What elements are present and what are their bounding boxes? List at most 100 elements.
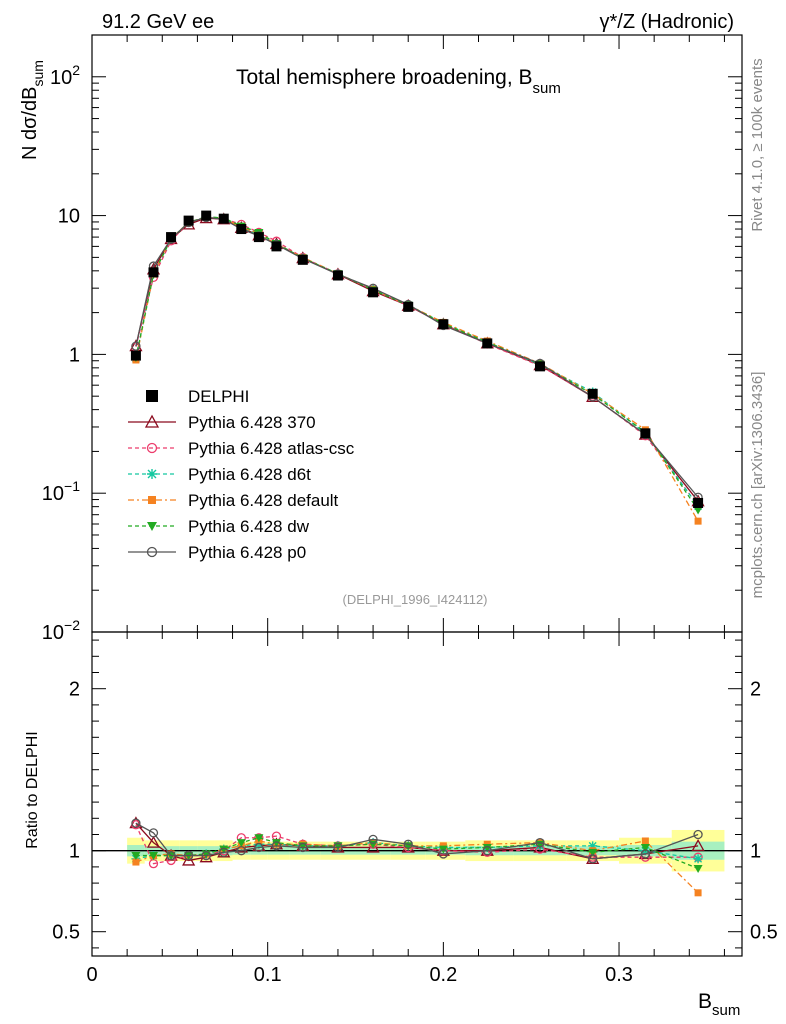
data-point (218, 213, 229, 224)
data-point (236, 224, 247, 235)
data-point (587, 388, 598, 399)
series-line (135, 217, 699, 502)
ratio-point (236, 846, 246, 856)
ratio-point (271, 841, 282, 851)
ratio-point (236, 839, 246, 848)
x-axis-label-main: B (698, 990, 712, 1013)
ratio-point (183, 850, 194, 861)
ratio-point (535, 837, 545, 848)
ratio-point (693, 854, 703, 864)
ratio-point (182, 853, 196, 866)
y-tick-label: 10−2 (42, 617, 80, 644)
ratio-point (533, 840, 547, 853)
legend-label: Pythia 6.428 dw (188, 517, 310, 536)
data-point (253, 232, 264, 243)
legend-marker (147, 522, 157, 531)
ratio-point (482, 846, 492, 856)
ratio-point (219, 845, 229, 854)
y-tick-label: 102 (50, 62, 80, 89)
ratio-point (148, 828, 159, 838)
legend-marker (147, 469, 157, 479)
legend-label: Pythia 6.428 370 (188, 413, 316, 432)
y-tick-label-exp: −1 (64, 478, 80, 494)
chart-title: Total hemisphere broadening, Bsum (236, 66, 561, 97)
header-right: γ*/Z (Hadronic) (600, 11, 734, 33)
ratio-plot-frame (91, 631, 743, 957)
x-tick-label: 0.2 (429, 964, 457, 986)
data-point (640, 428, 651, 439)
series-line (135, 216, 699, 506)
ratio-point (131, 818, 141, 828)
ratio-point (694, 889, 702, 897)
ratio-point (131, 852, 141, 861)
legend-marker (146, 442, 158, 454)
ratio-point (254, 834, 264, 843)
ratio-point (298, 842, 308, 853)
x-axis-label-sub: sum (712, 1002, 740, 1019)
ratio-point (640, 843, 650, 852)
ratio-point (148, 852, 158, 861)
ratio-tick-label-right: 0.5 (750, 922, 778, 944)
data-point (148, 267, 159, 278)
ratio-point (333, 842, 343, 853)
series-point (131, 341, 141, 351)
ratio-point (254, 842, 264, 853)
x-tick-label: 0 (86, 964, 97, 986)
y-tick-label-base: 10 (50, 67, 72, 89)
series-point (693, 506, 703, 515)
ratio-point (588, 848, 598, 857)
y-tick-label: 10−1 (42, 478, 80, 505)
ratio-point (368, 834, 378, 845)
y-tick-label-base: 10 (42, 622, 64, 644)
ratio-point (588, 841, 598, 851)
legend: DELPHI Pythia 6.428 370 Pythia 6.428 atlas… (128, 387, 355, 562)
data-point (482, 338, 493, 349)
y-tick-label-base: 10 (42, 483, 64, 505)
ratio-point (691, 838, 705, 851)
data-point (201, 210, 212, 221)
data-point (403, 301, 414, 312)
data-point (368, 287, 379, 298)
ratio-tick-label-right: 2 (750, 679, 761, 701)
data-point (332, 270, 343, 281)
ratio-point (693, 829, 703, 840)
ratio-tick-label-right: 1 (750, 841, 761, 863)
ratio-point (132, 858, 140, 866)
y-tick-label: 1 (69, 344, 80, 366)
legend-marker-data (146, 390, 158, 402)
ratio-point (271, 839, 281, 848)
ratio-point (438, 849, 449, 859)
y-tick-label-exp: −2 (64, 617, 80, 633)
data-point (130, 350, 141, 361)
legend-marker (146, 546, 158, 558)
ratio-point (146, 835, 161, 848)
ratio-point (588, 854, 598, 864)
data-point (438, 319, 449, 330)
legend-marker (144, 414, 160, 428)
ratio-tick-label: 1 (69, 841, 80, 863)
mcplots-label: mcplots.cern.ch [arXiv:1306.3436] (749, 372, 766, 599)
main-series (129, 210, 705, 525)
chart-title-main: Total hemisphere broadening, B (236, 66, 533, 89)
y-tick-label-exp: 2 (72, 62, 80, 78)
data-point (166, 232, 177, 243)
x-axis-label: Bsum (698, 990, 740, 1019)
ratio-point (641, 837, 649, 845)
ratio-point (252, 838, 266, 851)
legend-label: Pythia 6.428 default (188, 491, 339, 510)
y-axis-label: N dσ/dBsum (19, 60, 46, 160)
header-left: 91.2 GeV ee (102, 11, 214, 33)
data-point (183, 215, 194, 226)
ratio-point (166, 850, 176, 861)
ratio-tick-label: 0.5 (52, 922, 80, 944)
y-axis-label-main: N dσ/dB (19, 87, 41, 161)
data-point (534, 361, 545, 372)
legend-label: Pythia 6.428 d6t (188, 465, 311, 484)
y-tick-label: 10 (58, 206, 80, 228)
data-point (297, 254, 308, 265)
ratio-point (219, 847, 229, 857)
y-axis-label-sub: sum (30, 60, 46, 86)
ratio-series-line (135, 822, 699, 860)
legend-label: Pythia 6.428 p0 (188, 543, 306, 562)
